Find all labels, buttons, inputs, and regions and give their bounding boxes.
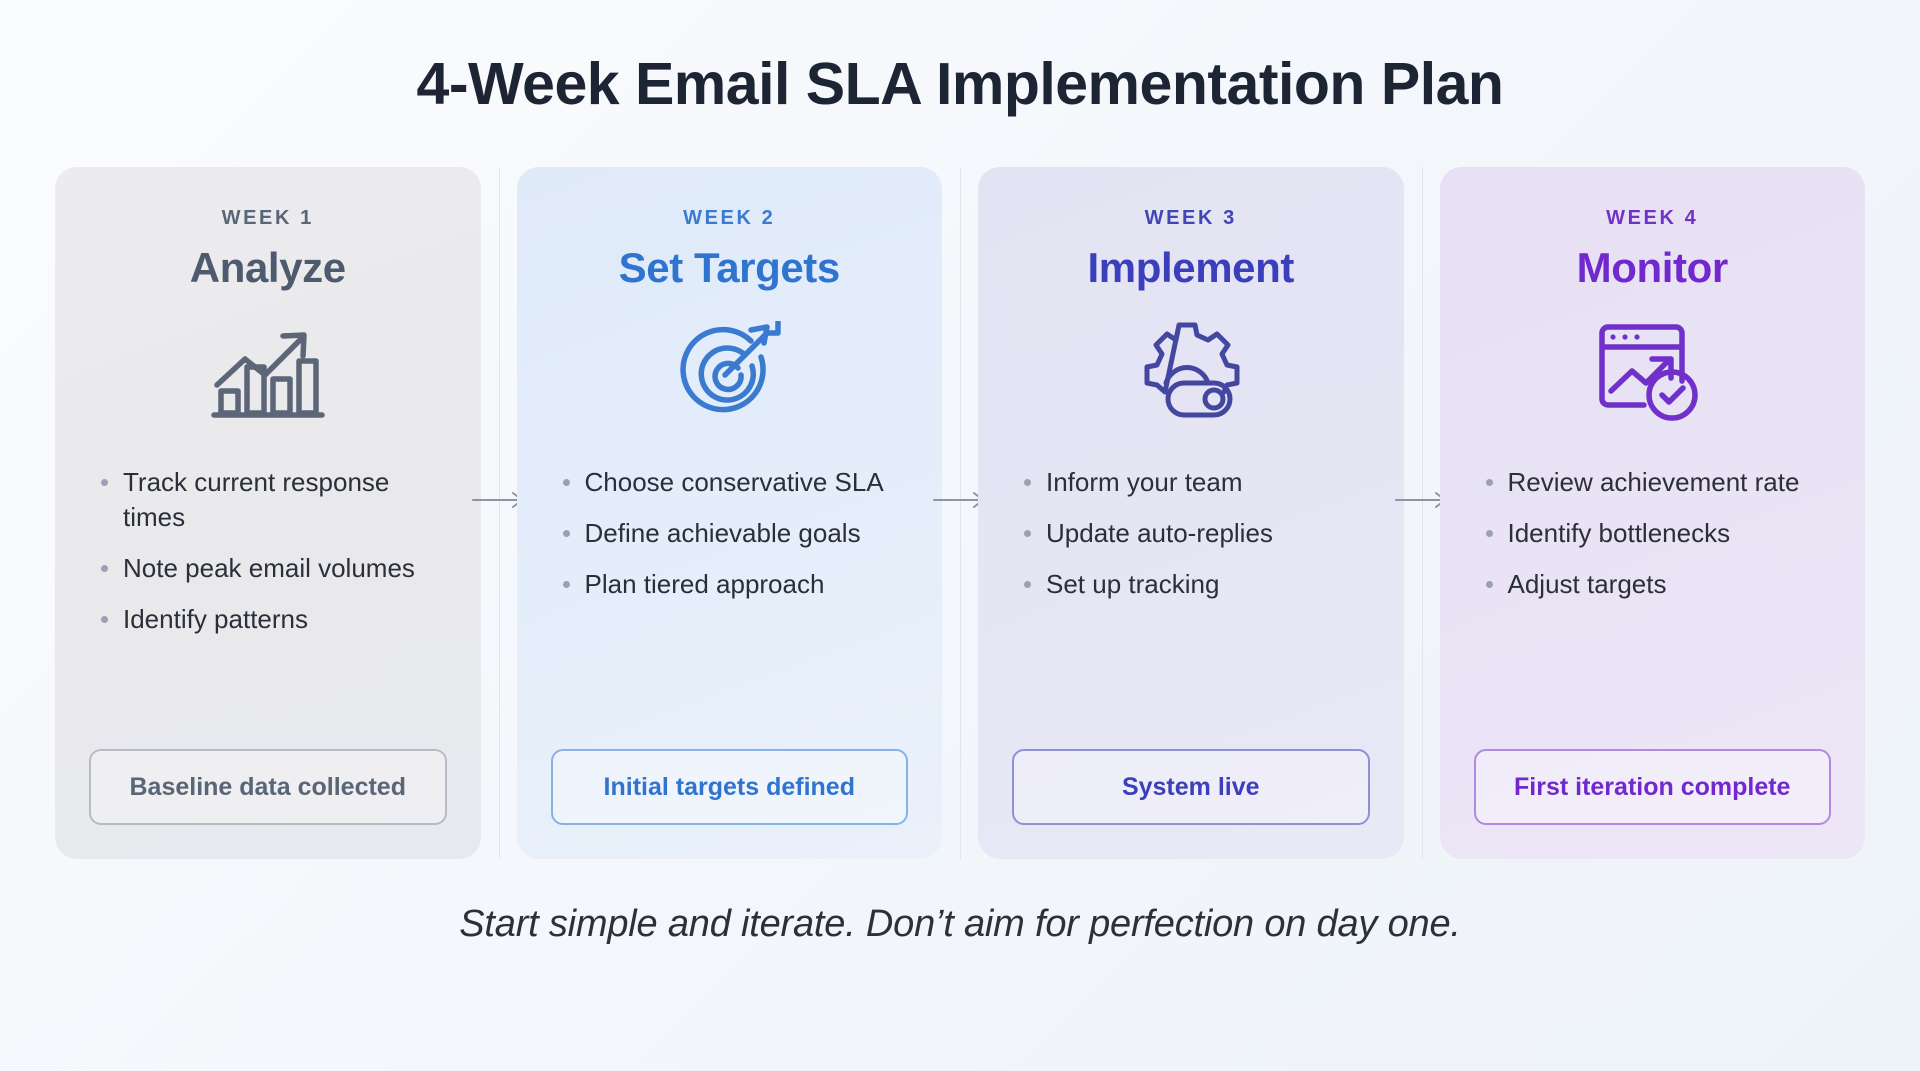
week-name-4: Monitor: [1576, 243, 1729, 291]
list-item: Plan tiered approach: [557, 567, 909, 602]
bullet-list-2: Choose conservative SLA Define achievabl…: [551, 465, 909, 618]
list-item: Set up tracking: [1018, 567, 1370, 602]
list-item: Review achievement rate: [1480, 465, 1832, 500]
target-arrow-icon: [675, 319, 783, 427]
gear-toggle-icon: [1135, 319, 1247, 427]
connector-3: [1394, 166, 1446, 859]
status-badge-3: System live: [1012, 748, 1370, 825]
week-name-2: Set Targets: [618, 243, 841, 291]
week-card-3[interactable]: WEEK 3 Implement Inform your team Update…: [978, 166, 1404, 859]
divider-line: [1421, 166, 1423, 859]
bar-chart-growth-icon: [209, 319, 327, 427]
week-card-2[interactable]: WEEK 2 Set Targets Choose conservative S…: [516, 166, 942, 859]
week-card-1[interactable]: WEEK 1 Analyze Track current response ti…: [55, 166, 481, 859]
list-item: Define achievable goals: [557, 516, 909, 551]
list-item: Identify bottlenecks: [1480, 516, 1832, 551]
week-card-4[interactable]: WEEK 4 Monitor Review achievement rate: [1439, 166, 1865, 859]
connector-1: [471, 166, 523, 859]
week-label-1: WEEK 1: [221, 206, 314, 229]
divider-line: [960, 166, 961, 859]
week-label-4: WEEK 4: [1606, 206, 1699, 229]
footer-tagline: Start simple and iterate. Don’t aim for …: [459, 902, 1461, 945]
list-item: Inform your team: [1018, 465, 1370, 500]
list-item: Identify patterns: [95, 602, 447, 637]
list-item: Note peak email volumes: [95, 551, 447, 586]
bullet-list-4: Review achievement rate Identify bottlen…: [1474, 465, 1832, 618]
list-item: Track current response times: [95, 465, 447, 535]
page-title: 4-Week Email SLA Implementation Plan: [416, 51, 1504, 117]
status-badge-1: Baseline data collected: [89, 748, 447, 825]
status-badge-4: First iteration complete: [1473, 748, 1831, 825]
status-badge-2: Initial targets defined: [550, 748, 908, 825]
list-item: Choose conservative SLA: [557, 465, 909, 500]
dashboard-check-icon: [1596, 319, 1708, 427]
week-name-1: Analyze: [189, 243, 346, 291]
week-name-3: Implement: [1087, 243, 1295, 291]
list-item: Update auto-replies: [1018, 516, 1370, 551]
connector-2: [933, 166, 984, 859]
bullet-list-1: Track current response times Note peak e…: [89, 465, 447, 653]
week-cards-row: WEEK 1 Analyze Track current response ti…: [55, 166, 1865, 859]
list-item: Adjust targets: [1480, 567, 1832, 602]
week-label-3: WEEK 3: [1144, 206, 1237, 229]
divider-line: [498, 166, 500, 859]
bullet-list-3: Inform your team Update auto-replies Set…: [1012, 465, 1370, 618]
week-label-2: WEEK 2: [683, 206, 776, 229]
